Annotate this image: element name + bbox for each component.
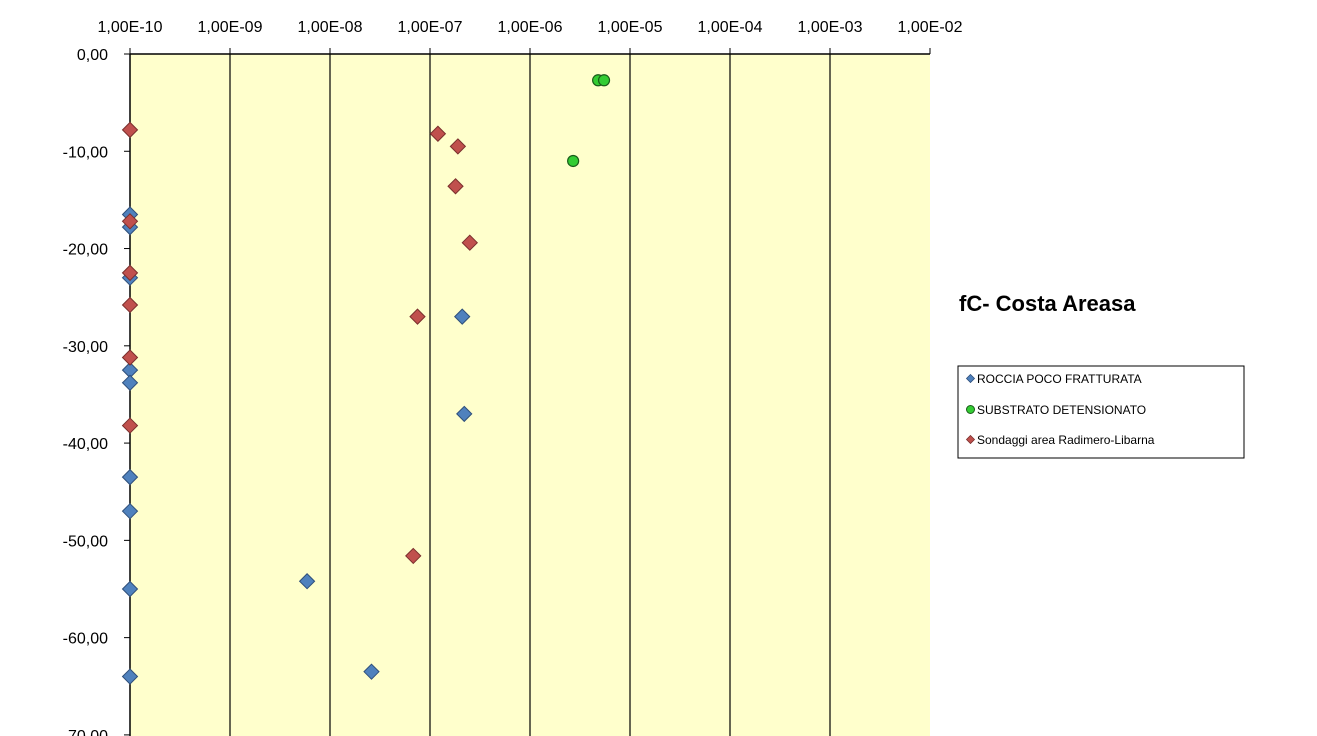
data-point: [456, 405, 473, 423]
data-point: [121, 668, 139, 685]
data-point: [405, 547, 422, 565]
data-point: [429, 125, 447, 142]
legend-label-sondaggi: Sondaggi area Radimero-Libarna: [977, 433, 1155, 447]
data-point: [121, 213, 139, 230]
y-tick-label: 0,00: [77, 47, 108, 64]
data-point: [121, 121, 139, 139]
series-2: [121, 121, 479, 565]
legend-box: [957, 365, 1245, 459]
x-tick-label: 1,00E-10: [98, 19, 163, 36]
x-tick-label: 1,00E-08: [298, 19, 363, 36]
data-point: [121, 417, 139, 434]
y-tick-label: -60,00: [63, 631, 108, 648]
legend-item-sondaggi: Sondaggi area Radimero-Libarna: [965, 433, 1155, 447]
x-tick-label: 1,00E-03: [798, 19, 863, 36]
data-point: [121, 349, 139, 366]
gridlines: [129, 48, 931, 736]
legend-marker-sondaggi: [965, 434, 976, 445]
y-tick-label: -30,00: [63, 339, 108, 356]
legend-item-substrato: SUBSTRATO DETENSIONATO: [966, 403, 1146, 417]
data-point: [454, 308, 471, 325]
data-point: [409, 308, 426, 325]
data-point: [363, 663, 380, 680]
legend-marker-roccia: [965, 373, 976, 384]
data-point: [447, 178, 464, 195]
data-point: [298, 573, 316, 590]
legend-marker-substrato: [966, 405, 975, 414]
y-tick-label: -40,00: [63, 436, 108, 453]
legend-label-substrato: SUBSTRATO DETENSIONATO: [977, 403, 1146, 417]
data-point: [597, 74, 611, 87]
data-point: [121, 374, 139, 391]
x-axis-tick-labels: 1,00E-10 1,00E-09 1,00E-08 1,00E-07 1,00E-06…: [98, 19, 963, 36]
y-tick-label: -20,00: [63, 242, 108, 259]
legend-item-roccia: ROCCIA POCO FRATTURATA: [965, 372, 1142, 386]
data-point: [461, 234, 479, 251]
x-tick-label: 1,00E-02: [898, 19, 963, 36]
legend: ROCCIA POCO FRATTURATA SUBSTRATO DETENSI…: [957, 365, 1245, 459]
y-tick-label: -10,00: [63, 144, 108, 161]
data-point: [449, 138, 467, 155]
chart-title: fC- Costa Areasa: [959, 291, 1136, 316]
series-1: [567, 74, 611, 168]
y-tick-label: -70,00: [63, 728, 108, 736]
x-tick-label: 1,00E-04: [698, 19, 763, 36]
x-tick-label: 1,00E-09: [198, 19, 263, 36]
data-point: [121, 296, 139, 314]
x-tick-label: 1,00E-06: [498, 19, 563, 36]
data-point: [121, 580, 139, 598]
y-axis-tick-labels: 0,00 -10,00 -20,00 -30,00 -40,00 -50,00 -60,00…: [63, 47, 108, 736]
x-tick-label: 1,00E-07: [398, 19, 463, 36]
y-tick-label: -50,00: [63, 533, 108, 550]
legend-label-roccia: ROCCIA POCO FRATTURATA: [977, 372, 1142, 386]
data-point: [121, 502, 139, 520]
axes: [124, 53, 930, 736]
data-points: [121, 74, 611, 685]
x-tick-label: 1,00E-05: [598, 19, 663, 36]
data-point: [567, 154, 580, 168]
series-0: [121, 206, 473, 685]
data-point: [121, 468, 139, 486]
data-point: [121, 264, 139, 282]
